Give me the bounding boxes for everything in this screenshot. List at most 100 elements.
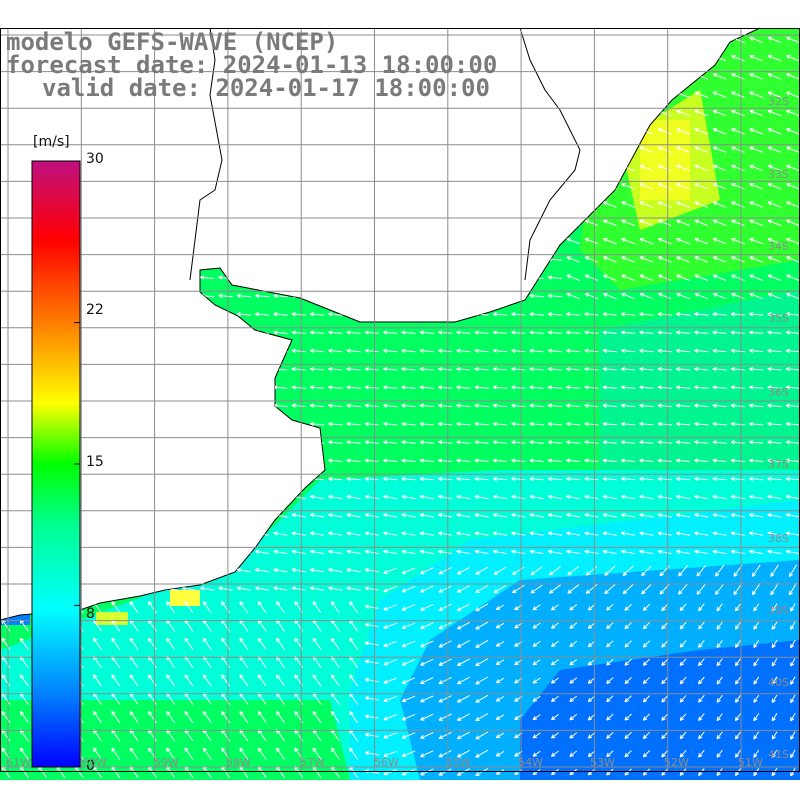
wind-arrow bbox=[126, 494, 142, 500]
wind-arrow bbox=[749, 421, 764, 427]
wind-arrow bbox=[621, 237, 635, 245]
wind-arrow bbox=[202, 710, 212, 724]
wind-arrow bbox=[767, 164, 782, 172]
wind-arrow bbox=[181, 513, 196, 518]
wind-arrow bbox=[529, 257, 544, 262]
wind-arrow bbox=[661, 640, 669, 648]
wind-arrow bbox=[621, 256, 635, 263]
wind-arrow bbox=[346, 147, 361, 152]
wind-arrow bbox=[785, 330, 800, 335]
wind-arrow bbox=[364, 476, 380, 482]
wind-arrow bbox=[771, 658, 778, 667]
wind-arrow bbox=[309, 238, 325, 244]
wind-arrow bbox=[17, 330, 32, 335]
wind-arrow bbox=[790, 694, 796, 704]
wind-arrow bbox=[419, 366, 434, 372]
wind-arrow bbox=[163, 549, 178, 555]
wind-arrow bbox=[166, 747, 176, 760]
wind-arrow bbox=[786, 237, 800, 245]
wind-arrow bbox=[401, 238, 416, 244]
wind-arrow bbox=[694, 385, 709, 390]
wind-arrow bbox=[328, 476, 343, 482]
wind-arrow bbox=[90, 403, 105, 408]
wind-arrow bbox=[679, 713, 687, 721]
wind-arrow bbox=[474, 129, 489, 134]
wind-arrow bbox=[236, 238, 251, 244]
wind-arrow bbox=[181, 403, 197, 408]
wind-arrow bbox=[401, 37, 416, 42]
wind-arrow bbox=[606, 732, 614, 739]
wind-arrow bbox=[731, 292, 745, 300]
wind-arrow bbox=[218, 293, 233, 299]
wind-arrow bbox=[17, 440, 32, 445]
wind-arrow bbox=[694, 403, 709, 408]
wind-arrow bbox=[492, 293, 508, 299]
wind-arrow bbox=[624, 713, 632, 721]
wind-arrow bbox=[730, 549, 745, 555]
wind-arrow bbox=[511, 165, 526, 170]
wind-arrow bbox=[218, 531, 233, 536]
wind-arrow bbox=[749, 531, 764, 536]
coastline bbox=[0, 27, 761, 621]
wind-arrow bbox=[129, 674, 139, 687]
wind-arrow bbox=[163, 366, 178, 372]
wind-arrow bbox=[364, 586, 379, 591]
wind-arrow bbox=[661, 695, 669, 703]
wind-arrow bbox=[349, 710, 359, 724]
wind-arrow bbox=[492, 494, 508, 500]
wind-arrow bbox=[0, 476, 14, 482]
wind-arrow bbox=[145, 312, 160, 317]
wind-arrow bbox=[730, 513, 745, 518]
wind-arrow bbox=[163, 403, 178, 408]
wind-arrow bbox=[639, 274, 654, 281]
wind-arrow bbox=[273, 440, 288, 445]
wind-arrow bbox=[184, 747, 194, 760]
wind-arrow bbox=[181, 421, 197, 427]
wind-arrow bbox=[712, 513, 727, 518]
wind-arrow bbox=[181, 476, 197, 482]
wind-arrow bbox=[218, 202, 233, 207]
wind-arrow bbox=[328, 147, 343, 152]
wind-arrow bbox=[166, 601, 176, 614]
wind-arrow bbox=[239, 601, 249, 614]
wind-arrow bbox=[181, 458, 197, 463]
wind-arrow bbox=[731, 91, 745, 98]
wind-arrow bbox=[511, 74, 526, 79]
wind-arrow bbox=[676, 256, 690, 263]
wind-arrow bbox=[364, 732, 379, 738]
longitude-label: 57W bbox=[300, 756, 325, 769]
wind-arrow bbox=[111, 601, 121, 614]
wind-arrow bbox=[236, 257, 251, 262]
wind-arrow bbox=[790, 712, 796, 722]
wind-arrow bbox=[474, 293, 489, 299]
wind-arrow bbox=[200, 385, 215, 390]
wind-arrow bbox=[184, 710, 194, 724]
wind-arrow bbox=[35, 110, 50, 116]
wind-arrow bbox=[550, 659, 559, 666]
wind-arrow bbox=[181, 531, 196, 536]
wind-arrow bbox=[532, 659, 541, 666]
wind-arrow bbox=[624, 640, 632, 648]
wind-arrow bbox=[236, 531, 251, 536]
wind-arrow bbox=[639, 421, 654, 427]
wind-arrow bbox=[456, 695, 470, 703]
wind-arrow bbox=[785, 366, 800, 372]
wind-arrow bbox=[749, 164, 763, 172]
wind-arrow bbox=[547, 366, 563, 372]
wind-arrow bbox=[254, 385, 270, 390]
wind-arrow bbox=[90, 567, 105, 573]
wind-arrow bbox=[163, 293, 178, 299]
wind-arrow bbox=[532, 640, 541, 647]
wind-arrow bbox=[349, 637, 359, 650]
wind-arrow bbox=[712, 385, 727, 390]
wind-arrow bbox=[474, 549, 489, 555]
wind-arrow bbox=[328, 312, 343, 317]
wind-arrow bbox=[438, 585, 452, 593]
wind-arrow bbox=[621, 201, 635, 208]
wind-arrow bbox=[456, 293, 471, 299]
wind-arrow bbox=[621, 494, 636, 500]
wind-arrow bbox=[749, 54, 763, 62]
wind-arrow bbox=[437, 238, 453, 244]
wind-arrow bbox=[108, 110, 123, 116]
wind-arrow bbox=[145, 293, 160, 299]
